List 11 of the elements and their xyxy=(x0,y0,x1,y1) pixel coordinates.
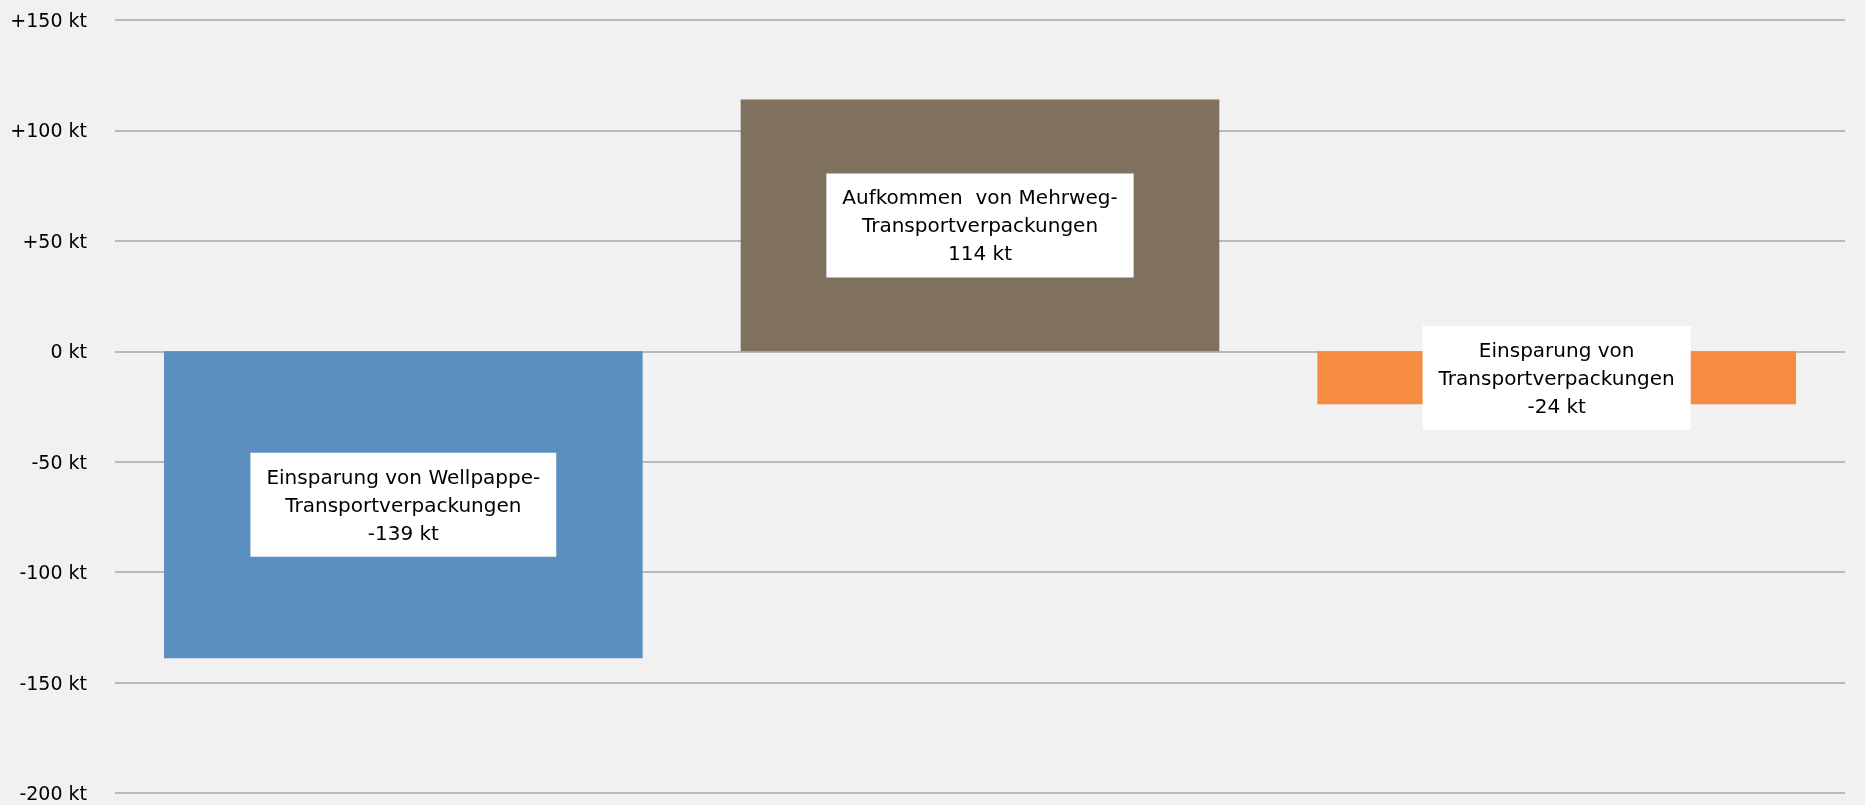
y-tick-label: +50 kt xyxy=(22,229,87,252)
data-label: Aufkommen von Mehrweg- Transportverpackungen 114 kt xyxy=(842,185,1118,266)
data-label: Einsparung von Transportverpackungen -24 kt xyxy=(1437,337,1675,418)
data-label: Einsparung von Wellpappe- Transportverpackungen -139 kt xyxy=(266,464,541,545)
y-tick-label: -150 kt xyxy=(19,671,87,694)
y-tick-label: +150 kt xyxy=(10,9,87,31)
y-tick-label: -100 kt xyxy=(19,561,87,584)
y-tick-label: 0 kt xyxy=(50,340,87,363)
y-tick-label: +100 kt xyxy=(10,119,87,142)
y-tick-label: -50 kt xyxy=(31,450,87,473)
y-tick-label: -200 kt xyxy=(19,782,87,804)
